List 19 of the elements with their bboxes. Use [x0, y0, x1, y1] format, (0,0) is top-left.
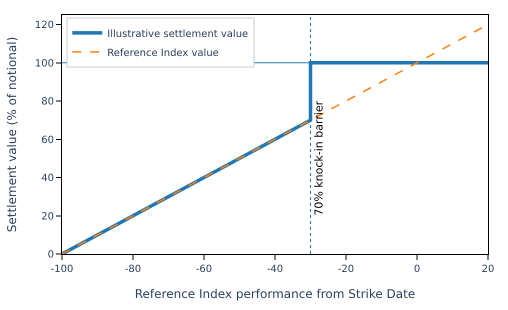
x-tick-label: -20 — [338, 264, 354, 275]
y-tick-label: 20 — [41, 211, 54, 222]
legend-label: Reference Index value — [107, 48, 219, 59]
ref-line-label: 70% knock-in barrier — [312, 100, 326, 216]
y-tick-label: 120 — [34, 20, 54, 32]
x-tick-label: -100 — [50, 264, 74, 275]
legend-label: Illustrative settlement value — [107, 28, 248, 40]
x-tick-label: -40 — [266, 264, 284, 275]
y-tick-label: 60 — [41, 134, 54, 146]
y-tick-label: 80 — [41, 96, 54, 108]
x-tick-label: -80 — [124, 264, 142, 275]
x-tick-label: 0 — [414, 264, 420, 275]
x-tick-label: 20 — [482, 264, 494, 275]
y-tick-label: 100 — [34, 58, 54, 70]
y-tick-label: 40 — [41, 173, 54, 184]
x-tick-label: -60 — [196, 264, 212, 275]
x-axis-title: Reference Index performance from Strike Date — [134, 286, 416, 301]
y-axis-title: Settlement value (% of notional) — [5, 36, 20, 232]
y-tick-label: 0 — [48, 250, 54, 260]
